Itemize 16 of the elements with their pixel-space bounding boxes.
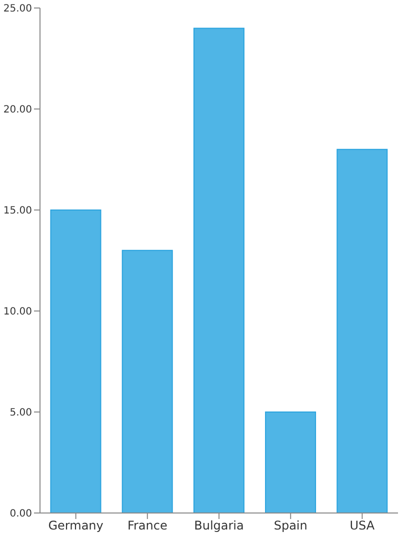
x-tick-label: Bulgaria <box>194 518 244 533</box>
x-tick-label: France <box>127 518 168 533</box>
y-tick-label: 10.00 <box>3 306 32 318</box>
bar <box>336 148 388 513</box>
x-tick-label: Spain <box>274 518 308 533</box>
bar <box>265 412 316 513</box>
y-tick-label: 15.00 <box>3 206 32 217</box>
bar <box>122 250 173 513</box>
y-tick-label: 0.00 <box>10 508 32 520</box>
x-tick-label: Germany <box>48 518 104 533</box>
y-tick-label: 5.00 <box>10 408 32 419</box>
y-tick-label: 20.00 <box>3 104 32 116</box>
bar <box>50 210 102 513</box>
y-tick-label: 25.00 <box>3 4 32 15</box>
x-tick-label: USA <box>350 518 376 533</box>
bar <box>193 28 244 513</box>
